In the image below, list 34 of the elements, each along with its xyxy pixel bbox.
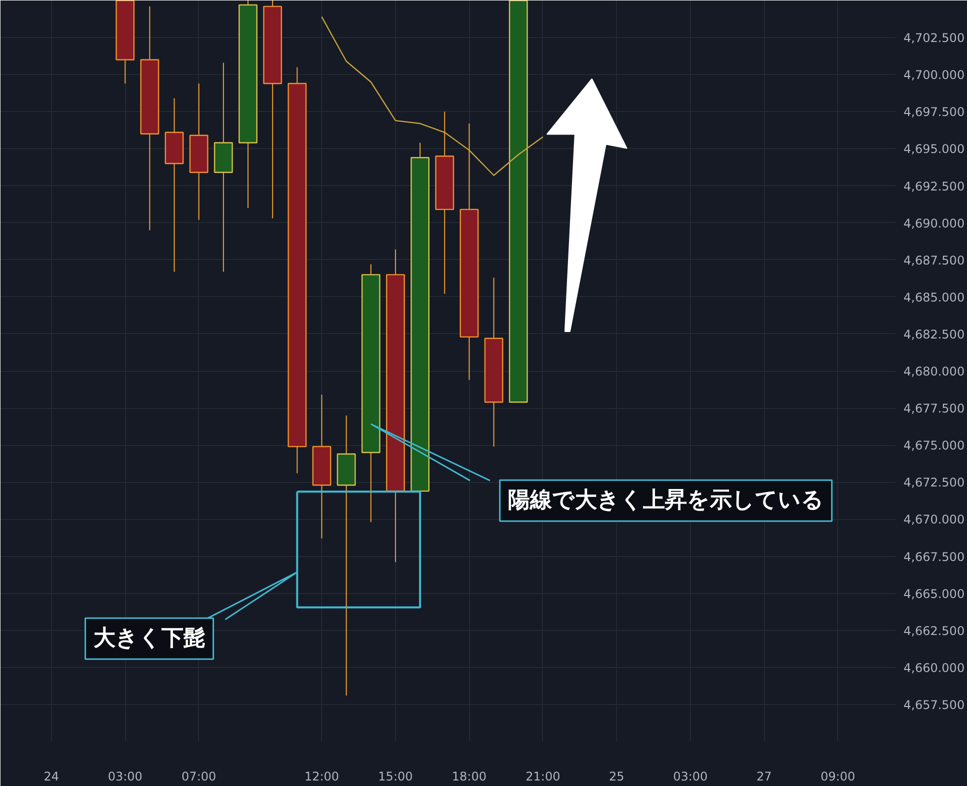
x-tick-label: 15:00 bbox=[378, 770, 413, 784]
y-tick-label: 4,685.000 bbox=[904, 290, 965, 304]
y-tick-label: 4,665.000 bbox=[904, 586, 965, 601]
y-tick-label: 4,657.500 bbox=[904, 698, 965, 712]
x-tick-label: 21:00 bbox=[526, 770, 560, 784]
y-tick-label: 4,700.000 bbox=[904, 68, 965, 82]
candlestick bbox=[336, 414, 356, 696]
x-tick-label: 24 bbox=[44, 770, 60, 784]
y-tick-label: 4,670.000 bbox=[904, 512, 965, 527]
x-tick-label: 25 bbox=[609, 770, 624, 784]
y-tick-label: 4,677.500 bbox=[904, 402, 965, 416]
x-tick-label: 07:00 bbox=[182, 770, 216, 784]
x-tick-label: 27 bbox=[756, 770, 772, 784]
y-tick-label: 4,692.500 bbox=[904, 179, 965, 194]
y-tick-label: 4,690.000 bbox=[904, 216, 965, 230]
x-tick-label: 03:00 bbox=[673, 770, 708, 784]
x-tick-label: 18:00 bbox=[452, 770, 487, 784]
x-tick-label: 03:00 bbox=[108, 770, 142, 784]
line-series bbox=[321, 16, 544, 176]
y-tick-label: 4,672.500 bbox=[904, 476, 965, 490]
y-tick-label: 4,662.500 bbox=[904, 624, 965, 638]
y-tick-label: 4,675.000 bbox=[904, 438, 965, 453]
x-tick-label: 12:00 bbox=[304, 770, 340, 784]
annotation: 陽線で大きく上昇を示している bbox=[508, 488, 824, 514]
y-tick-label: 4,667.500 bbox=[904, 550, 965, 564]
y-tick-label: 4,687.500 bbox=[904, 253, 965, 268]
y-tick-label: 4,682.500 bbox=[904, 327, 965, 342]
y-tick-label: 4,660.000 bbox=[904, 660, 965, 675]
y-tick-label: 4,697.500 bbox=[904, 105, 965, 120]
annotation: 大きく下髭 bbox=[93, 626, 206, 652]
x-tick-label: 09:00 bbox=[820, 770, 856, 784]
y-tick-label: 4,702.500 bbox=[904, 31, 965, 46]
y-tick-label: 4,680.000 bbox=[904, 364, 965, 378]
y-tick-label: 4,695.000 bbox=[904, 142, 965, 156]
